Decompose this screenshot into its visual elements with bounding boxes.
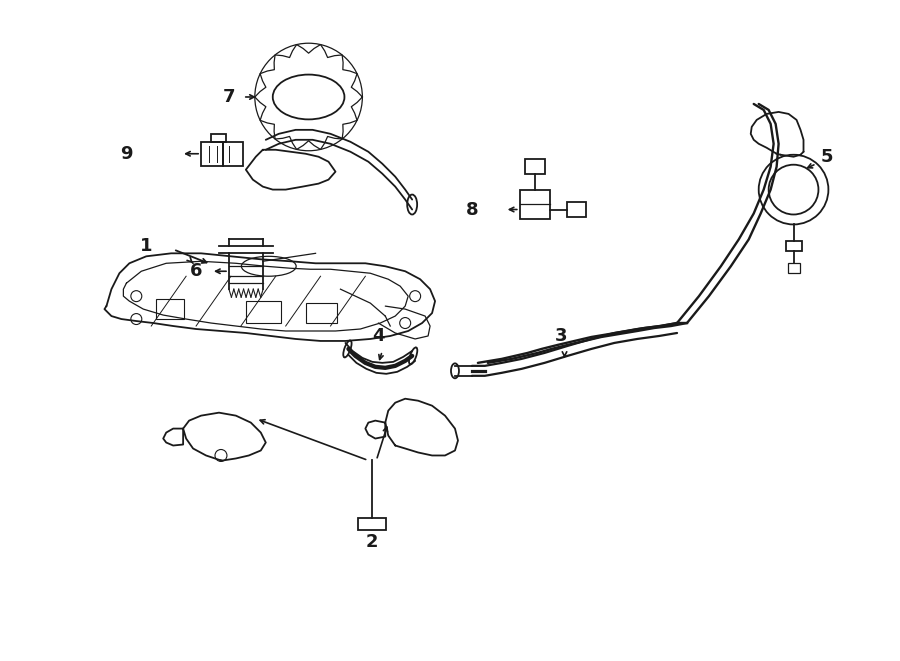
Bar bbox=[306, 303, 338, 323]
Bar bbox=[786, 241, 802, 251]
Text: 5: 5 bbox=[820, 147, 832, 166]
Bar bbox=[525, 159, 544, 174]
Bar bbox=[223, 142, 243, 166]
Bar bbox=[566, 202, 587, 217]
Text: 9: 9 bbox=[120, 145, 132, 163]
Text: 8: 8 bbox=[465, 200, 478, 219]
Bar bbox=[246, 301, 281, 323]
Bar bbox=[358, 518, 386, 530]
Bar bbox=[157, 299, 184, 319]
Text: 7: 7 bbox=[222, 88, 235, 106]
Text: 1: 1 bbox=[140, 237, 152, 255]
Text: 4: 4 bbox=[372, 327, 384, 345]
Bar bbox=[201, 142, 223, 166]
Bar bbox=[788, 263, 799, 273]
Bar bbox=[519, 190, 550, 219]
Text: 3: 3 bbox=[555, 327, 568, 345]
Text: 2: 2 bbox=[366, 533, 379, 551]
Text: 6: 6 bbox=[190, 262, 203, 280]
Bar bbox=[211, 134, 226, 142]
